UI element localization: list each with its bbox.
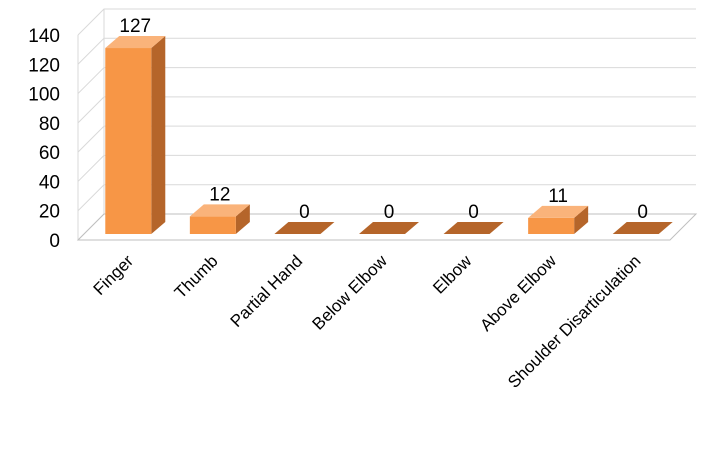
- bar: [105, 36, 166, 235]
- y-tick-label: 20: [39, 202, 60, 223]
- y-tick-label: 60: [39, 143, 60, 164]
- category-label: Finger: [90, 251, 138, 299]
- gridlines: [76, 8, 698, 241]
- category-label: Below Elbow: [309, 251, 392, 334]
- bar: [189, 204, 250, 234]
- chart-floor: [76, 213, 698, 241]
- gridline: [77, 8, 696, 36]
- bars: [105, 36, 673, 235]
- gridline: [77, 67, 696, 94]
- category-label: Above Elbow: [476, 251, 560, 335]
- bar: [359, 222, 419, 234]
- data-label: 127: [119, 16, 151, 37]
- bar: [612, 222, 673, 234]
- category-label: Thumb: [171, 251, 222, 302]
- gridline: [77, 125, 696, 153]
- data-label: 0: [637, 202, 648, 223]
- bar: [443, 222, 504, 234]
- y-tick-label: 120: [28, 55, 60, 76]
- data-label: 0: [299, 202, 310, 223]
- data-label: 0: [384, 202, 395, 223]
- gridline: [77, 37, 696, 65]
- gridline: [77, 96, 696, 124]
- y-tick-label: 40: [39, 172, 60, 193]
- data-label: 11: [548, 186, 568, 207]
- y-tick-label: 100: [28, 85, 60, 106]
- y-tick-label: 80: [39, 114, 60, 135]
- category-label: Partial Hand: [227, 251, 307, 331]
- y-tick-label: 0: [49, 231, 60, 252]
- bar: [274, 222, 335, 234]
- data-label: 12: [209, 184, 230, 205]
- bar: [528, 205, 589, 234]
- category-label: Elbow: [429, 251, 476, 298]
- data-label: 0: [468, 202, 479, 223]
- y-tick-label: 140: [28, 26, 60, 47]
- gridline: [77, 154, 696, 182]
